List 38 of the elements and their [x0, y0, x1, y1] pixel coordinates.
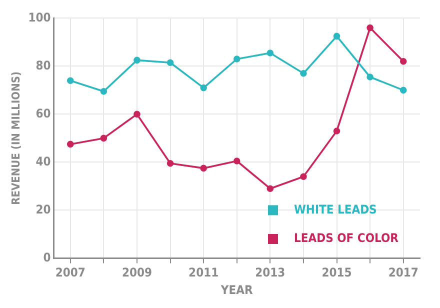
point [266, 185, 274, 192]
point [400, 86, 407, 94]
point [400, 58, 407, 65]
point [100, 134, 108, 142]
point [333, 128, 340, 134]
y-tick-label: 20 [36, 202, 51, 216]
point [100, 88, 108, 95]
x-tick-label: 2011 [188, 266, 219, 280]
point [66, 140, 74, 148]
y-tick-label: 100 [28, 10, 51, 24]
y-tick-label: 0 [43, 250, 51, 264]
y-tick-label: 60 [36, 106, 51, 120]
point [366, 74, 374, 80]
x-tick-label: 2015 [322, 266, 352, 280]
point [200, 164, 207, 172]
point [300, 70, 307, 77]
legend-label: WHITE LEADS [294, 202, 377, 216]
point [166, 160, 174, 167]
x-axis-title: YEAR [220, 282, 254, 297]
legend-label: LEADS OF COLOR [294, 231, 400, 246]
point [134, 56, 140, 64]
point [200, 84, 207, 92]
x-tick-label: 2007 [55, 266, 86, 280]
x-tick-label: 2009 [122, 266, 152, 280]
point [66, 77, 74, 84]
y-tick-label: 40 [36, 154, 51, 168]
y-axis-title: REVENUE (IN MILLIONS) [9, 71, 22, 205]
point [366, 24, 374, 32]
y-tick-label: 80 [36, 58, 51, 72]
x-tick-label: 2013 [255, 266, 286, 280]
point [166, 59, 174, 66]
x-tick-label: 2017 [388, 266, 418, 280]
point [300, 173, 307, 180]
point [134, 110, 140, 118]
point [266, 50, 274, 56]
point [333, 32, 340, 40]
point [233, 56, 240, 62]
point [233, 158, 240, 164]
